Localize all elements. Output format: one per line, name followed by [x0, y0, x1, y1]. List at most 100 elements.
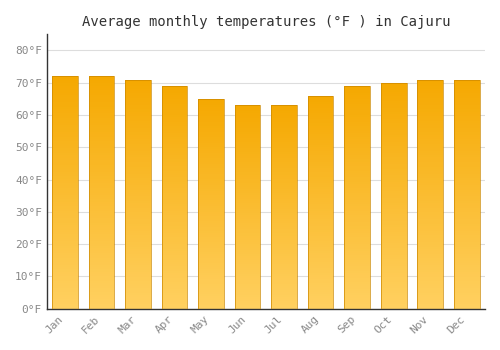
Bar	[198, 147, 224, 149]
Bar	[89, 162, 114, 164]
Bar	[52, 253, 78, 255]
Bar	[272, 250, 297, 252]
Bar	[308, 164, 334, 166]
Bar	[418, 286, 443, 288]
Bar	[52, 234, 78, 237]
Bar	[126, 180, 151, 183]
Bar	[308, 183, 334, 185]
Bar	[418, 107, 443, 109]
Bar	[52, 148, 78, 151]
Bar	[344, 162, 370, 164]
Bar	[308, 198, 334, 200]
Bar	[235, 203, 260, 205]
Bar	[418, 162, 443, 164]
Bar	[126, 203, 151, 205]
Bar	[344, 177, 370, 180]
Bar	[52, 293, 78, 295]
Bar	[162, 88, 188, 90]
Bar	[308, 304, 334, 307]
Bar	[198, 225, 224, 227]
Bar	[454, 185, 479, 187]
Bar	[344, 298, 370, 300]
Bar	[235, 254, 260, 256]
Bar	[381, 110, 406, 112]
Bar	[272, 187, 297, 189]
Bar	[381, 180, 406, 182]
Bar	[235, 191, 260, 193]
Bar	[52, 181, 78, 183]
Bar	[344, 197, 370, 199]
Bar	[344, 108, 370, 111]
Bar	[89, 132, 114, 134]
Bar	[235, 105, 260, 309]
Bar	[126, 79, 151, 309]
Bar	[454, 192, 479, 194]
Bar	[344, 117, 370, 119]
Bar	[235, 130, 260, 132]
Bar	[126, 249, 151, 251]
Bar	[344, 307, 370, 309]
Bar	[308, 289, 334, 292]
Bar	[344, 106, 370, 108]
Bar	[89, 244, 114, 246]
Bar	[308, 106, 334, 108]
Bar	[89, 76, 114, 309]
Bar	[126, 279, 151, 281]
Bar	[235, 183, 260, 185]
Bar	[126, 150, 151, 153]
Bar	[235, 282, 260, 284]
Bar	[344, 175, 370, 177]
Bar	[418, 134, 443, 137]
Bar	[162, 115, 188, 117]
Bar	[89, 109, 114, 111]
Bar	[308, 96, 334, 309]
Bar	[235, 272, 260, 274]
Bar	[52, 153, 78, 155]
Bar	[381, 273, 406, 275]
Bar	[381, 298, 406, 300]
Bar	[381, 150, 406, 153]
Bar	[454, 261, 479, 263]
Bar	[126, 217, 151, 219]
Bar	[272, 197, 297, 199]
Bar	[89, 127, 114, 130]
Bar	[381, 220, 406, 223]
Bar	[454, 160, 479, 162]
Bar	[344, 271, 370, 273]
Bar	[344, 213, 370, 215]
Bar	[454, 148, 479, 150]
Bar	[198, 223, 224, 225]
Bar	[235, 260, 260, 262]
Bar	[454, 293, 479, 295]
Bar	[381, 105, 406, 107]
Bar	[418, 167, 443, 169]
Bar	[198, 254, 224, 256]
Bar	[52, 158, 78, 160]
Bar	[198, 260, 224, 262]
Bar	[162, 307, 188, 309]
Bar	[272, 189, 297, 191]
Bar	[308, 296, 334, 298]
Bar	[162, 124, 188, 126]
Bar	[381, 160, 406, 162]
Bar	[344, 180, 370, 182]
Bar	[344, 284, 370, 286]
Bar	[235, 225, 260, 228]
Bar	[308, 136, 334, 138]
Bar	[235, 236, 260, 238]
Bar	[454, 146, 479, 148]
Bar	[454, 187, 479, 190]
Bar	[52, 202, 78, 204]
Bar	[235, 268, 260, 270]
Bar	[235, 217, 260, 219]
Bar	[454, 251, 479, 254]
Bar	[89, 144, 114, 146]
Bar	[272, 193, 297, 195]
Bar	[308, 217, 334, 219]
Bar	[198, 265, 224, 267]
Bar	[235, 150, 260, 152]
Bar	[235, 296, 260, 299]
Bar	[308, 279, 334, 281]
Bar	[344, 237, 370, 240]
Bar	[162, 99, 188, 102]
